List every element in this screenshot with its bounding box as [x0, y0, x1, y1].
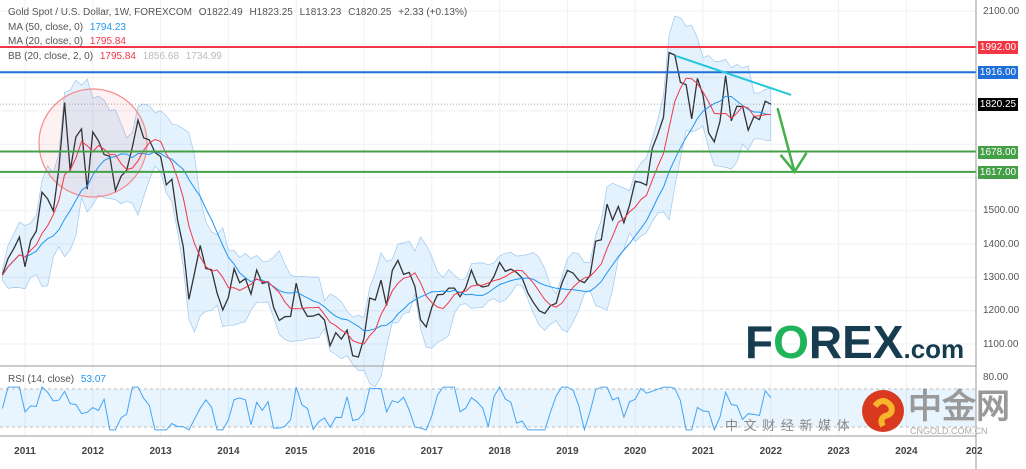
- forex-logo: FOREX.com: [745, 316, 965, 368]
- bb-label: BB (20, close, 2, 0): [8, 51, 94, 62]
- cngold-logo-icon: [862, 390, 904, 432]
- cngold-tagline: 中 文 财 经 新 媒 体: [725, 418, 851, 433]
- ma50-legend[interactable]: MA (50, close, 0) 1794.23: [8, 22, 130, 33]
- symbol-title: Gold Spot / U.S. Dollar, 1W, FOREXCOM: [8, 7, 192, 18]
- x-tick: 2017: [420, 446, 443, 457]
- rsi-legend[interactable]: RSI (14, close) 53.07: [8, 374, 110, 385]
- level-tag-1992: 1992.00: [978, 41, 1018, 54]
- level-tag-1916: 1916.00: [978, 66, 1018, 79]
- y-tick: 1100.00: [983, 339, 1019, 350]
- price-series: [1, 51, 772, 358]
- ohlc-open: O1822.49: [198, 7, 243, 18]
- x-tick: 2018: [488, 446, 511, 457]
- level-tag-1678: 1678.00: [978, 146, 1018, 159]
- ma50-label: MA (50, close, 0): [8, 22, 84, 33]
- x-tick: 2023: [827, 446, 850, 457]
- rsi-band: [0, 389, 976, 427]
- x-tick: 2020: [624, 446, 647, 457]
- arrow-head: [779, 152, 808, 174]
- horizontal-levels: [0, 45, 976, 173]
- bb-upper: 1856.68: [142, 51, 179, 62]
- ma50-line: [1, 95, 771, 332]
- ohlc-close: C1820.25: [348, 7, 392, 18]
- x-tick: 2022: [759, 446, 782, 457]
- highlight-circle: [38, 88, 148, 198]
- x-tick: 2021: [691, 446, 715, 457]
- x-tick: 2011: [14, 446, 36, 457]
- y-tick: 2100.00: [983, 6, 1020, 17]
- rsi-tick: 80.00: [983, 372, 1009, 383]
- bollinger-band: [2, 15, 772, 388]
- y-tick: 1400.00: [983, 239, 1020, 250]
- bb-basis: 1795.84: [99, 51, 136, 62]
- cngold-url: CNGOLD.COM.CN: [910, 426, 988, 436]
- ma20-legend[interactable]: MA (20, close, 0) 1795.84: [8, 36, 130, 47]
- ma20-line: [1, 77, 771, 345]
- ohlc-high: H1823.25: [249, 7, 293, 18]
- x-tick: 2016: [352, 446, 376, 457]
- level-tag-1617: 1617.00: [978, 166, 1018, 179]
- x-tick: 2013: [149, 446, 172, 457]
- bb-lower: 1734.99: [185, 51, 222, 62]
- down-arrow: [776, 107, 808, 174]
- last-price-tag: 1820.25: [978, 98, 1018, 111]
- ma50-value: 1794.23: [89, 22, 126, 33]
- cngold-name: 中金网: [908, 387, 1010, 427]
- x-tick: 2024: [895, 446, 918, 457]
- x-tick: 2012: [81, 446, 104, 457]
- header-legend: Gold Spot / U.S. Dollar, 1W, FOREXCOM O1…: [8, 7, 471, 18]
- ma20-label: MA (20, close, 0): [8, 36, 84, 47]
- rsi-label: RSI (14, close): [8, 374, 75, 385]
- rsi-line: [1, 386, 772, 432]
- x-tick: 2015: [285, 446, 308, 457]
- x-tick: 2014: [217, 446, 240, 457]
- arrow-shaft: [776, 107, 796, 173]
- y-tick: 1500.00: [983, 205, 1020, 216]
- bb-legend[interactable]: BB (20, close, 2, 0) 1795.84 1856.68 173…: [8, 51, 226, 62]
- y-tick: 1200.00: [983, 305, 1020, 316]
- rsi-value: 53.07: [80, 374, 106, 385]
- x-tick: 202: [965, 446, 983, 457]
- resistance-trendline[interactable]: [675, 55, 792, 96]
- ohlc-low: L1813.23: [299, 7, 342, 18]
- ohlc-change: +2.33 (+0.13%): [398, 7, 468, 18]
- x-tick: 2019: [556, 446, 579, 457]
- y-tick: 1300.00: [983, 272, 1020, 283]
- ma20-value: 1795.84: [89, 36, 126, 47]
